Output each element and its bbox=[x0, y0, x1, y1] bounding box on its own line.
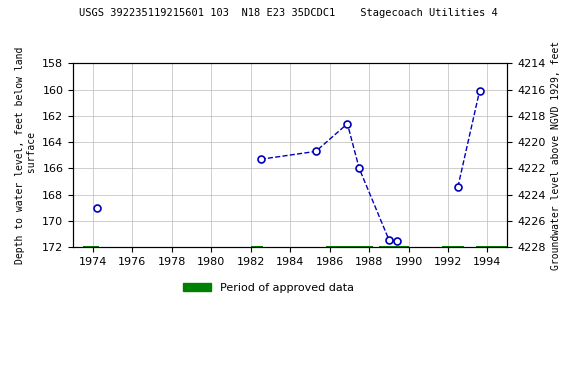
Bar bbox=[442, 246, 464, 248]
Y-axis label: Depth to water level, feet below land
 surface: Depth to water level, feet below land su… bbox=[15, 46, 37, 264]
Legend: Period of approved data: Period of approved data bbox=[179, 278, 358, 297]
Bar bbox=[251, 246, 263, 248]
Bar bbox=[476, 246, 507, 248]
Y-axis label: Groundwater level above NGVD 1929, feet: Groundwater level above NGVD 1929, feet bbox=[551, 41, 561, 270]
Text: USGS 392235119215601 103  N18 E23 35DCDC1    Stagecoach Utilities 4: USGS 392235119215601 103 N18 E23 35DCDC1… bbox=[79, 8, 497, 18]
Bar bbox=[325, 246, 373, 248]
Bar bbox=[83, 246, 98, 248]
Bar bbox=[379, 246, 408, 248]
